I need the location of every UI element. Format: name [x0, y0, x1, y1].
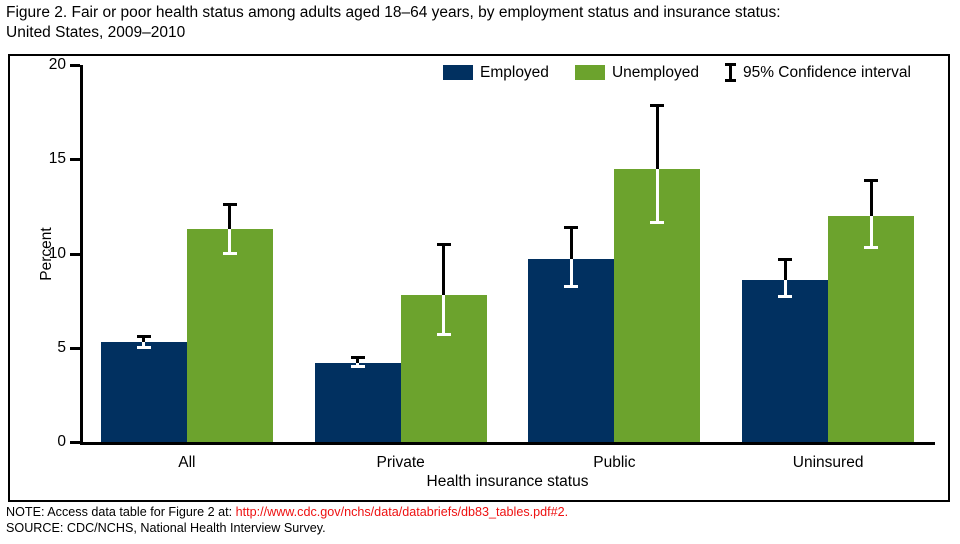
ci-top-cap — [350, 356, 365, 360]
y-axis-tick — [70, 441, 80, 444]
x-tick-label: All — [178, 454, 196, 471]
ci-upper-stem — [655, 104, 659, 169]
bar-employed-private — [314, 362, 401, 442]
ci-top-cap — [650, 103, 665, 107]
y-axis-tick — [70, 158, 80, 162]
ci-lower-stem — [869, 215, 873, 248]
bar-unemployed-all — [186, 228, 273, 442]
chart-area: Employed Unemployed 95% Confidence inter… — [8, 54, 950, 502]
y-axis-tick — [70, 64, 80, 67]
y-tick-label: 20 — [48, 56, 66, 73]
ci-bottom-cap — [650, 221, 665, 225]
ci-bottom-cap — [350, 364, 365, 368]
x-axis-line — [80, 442, 935, 445]
employed-swatch-icon — [443, 65, 473, 80]
ci-top-cap — [436, 243, 451, 247]
y-tick-label: 5 — [57, 338, 66, 356]
note-line: NOTE: Access data table for Figure 2 at:… — [6, 505, 568, 521]
ci-bottom-cap — [564, 285, 579, 289]
legend-item-unemployed: Unemployed — [574, 63, 699, 82]
plot-area: 0 5 10 15 20 All Private Public Uninsured — [49, 56, 935, 471]
ci-bottom-cap — [436, 332, 451, 336]
x-axis-title: Health insurance status — [426, 473, 589, 490]
figure-title-line2: United States, 2009–2010 — [6, 23, 186, 41]
ci-upper-stem — [783, 259, 787, 280]
note-text: NOTE: Access data table for Figure 2 at: — [6, 505, 236, 519]
y-axis-tick — [70, 346, 80, 350]
ci-lower-stem — [142, 342, 146, 348]
bar-unemployed-uninsured — [828, 215, 915, 442]
legend-label-unemployed: Unemployed — [611, 63, 699, 81]
ci-lower-stem — [655, 168, 659, 224]
y-axis-line — [80, 65, 83, 445]
bar-employed-uninsured — [742, 279, 829, 442]
ci-top-cap — [864, 178, 879, 182]
bar-employed-all — [100, 342, 187, 442]
figure-title-line1: Figure 2. Fair or poor health status amo… — [6, 4, 781, 21]
ci-upper-stem — [142, 336, 146, 343]
ci-upper-stem — [569, 227, 573, 260]
ci-top-cap — [136, 335, 151, 339]
ci-top-cap — [564, 226, 579, 230]
ci-bottom-cap — [222, 251, 237, 255]
x-tick-label: Uninsured — [792, 454, 864, 471]
confidence-interval-icon — [724, 63, 736, 82]
y-tick-label: 15 — [48, 150, 66, 168]
ci-bottom-cap — [864, 245, 879, 249]
y-tick-label: 0 — [57, 433, 66, 450]
ci-top-cap — [222, 203, 237, 207]
data-table-link[interactable]: http://www.cdc.gov/nchs/data/databriefs/… — [235, 505, 569, 519]
y-axis-tick — [70, 252, 80, 256]
y-tick-label: 10 — [48, 244, 66, 262]
bar-employed-public — [528, 259, 615, 442]
ci-upper-stem — [869, 179, 873, 216]
ci-bottom-cap — [136, 345, 151, 349]
figure-title: Figure 2. Fair or poor health status amo… — [6, 3, 781, 42]
unemployed-swatch-icon — [574, 65, 605, 80]
source-line: SOURCE: CDC/NCHS, National Health Interv… — [6, 520, 326, 535]
ci-lower-stem — [569, 259, 573, 288]
legend-item-employed: Employed — [443, 64, 549, 82]
chart-legend: Employed Unemployed 95% Confidence inter… — [443, 63, 911, 82]
legend-item-ci: 95% Confidence interval — [724, 63, 911, 82]
ci-lower-stem — [228, 228, 232, 254]
legend-label-employed: Employed — [480, 63, 549, 81]
ci-upper-stem — [356, 357, 360, 363]
ci-upper-stem — [442, 244, 446, 295]
ci-lower-stem — [783, 279, 787, 297]
ci-bottom-cap — [778, 294, 793, 298]
ci-top-cap — [778, 258, 793, 262]
ci-upper-stem — [228, 204, 232, 229]
legend-label-ci: 95% Confidence interval — [742, 63, 911, 81]
x-tick-label: Public — [593, 454, 636, 471]
ci-lower-stem — [442, 294, 446, 335]
x-tick-label: Private — [376, 454, 425, 471]
footnotes: NOTE: Access data table for Figure 2 at:… — [6, 505, 568, 537]
